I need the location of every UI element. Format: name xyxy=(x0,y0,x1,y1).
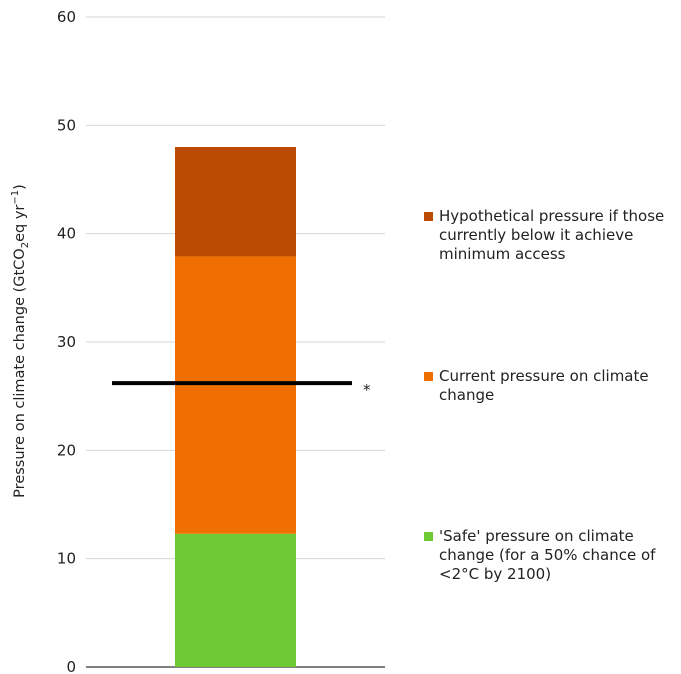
bar-segment-0 xyxy=(175,533,296,667)
bar-segment-1 xyxy=(175,256,296,534)
legend-swatch-current xyxy=(424,372,433,381)
bar-segment-2 xyxy=(175,147,296,257)
y-tick-label: 30 xyxy=(57,333,76,351)
y-axis-title: Pressure on climate change (GtCO2eq yr−1… xyxy=(10,184,31,498)
legend-item-hypothetical: Hypothetical pressure if those currently… xyxy=(424,207,681,264)
y-tick-label: 50 xyxy=(57,116,76,134)
bar-segments xyxy=(175,147,296,667)
y-tick-label: 10 xyxy=(57,550,76,568)
y-tick-label: 20 xyxy=(57,441,76,459)
legend-swatch-safe xyxy=(424,532,433,541)
reference-marker-asterisk: * xyxy=(363,381,371,399)
reference-line-group: * xyxy=(112,381,371,399)
legend-label-current: Current pressure on climate change xyxy=(439,367,649,404)
legend-label-hypothetical: Hypothetical pressure if those currently… xyxy=(439,207,665,263)
y-axis-ticks: 0 10 20 30 40 50 60 xyxy=(57,8,76,674)
legend-item-safe: 'Safe' pressure on climate change (for a… xyxy=(424,527,681,584)
legend-label-safe: 'Safe' pressure on climate change (for a… xyxy=(439,527,656,583)
y-tick-label: 0 xyxy=(66,658,76,674)
legend-swatch-hypothetical xyxy=(424,212,433,221)
y-tick-label: 40 xyxy=(57,225,76,243)
legend-item-current: Current pressure on climate change xyxy=(424,367,681,405)
y-tick-label: 60 xyxy=(57,8,76,26)
